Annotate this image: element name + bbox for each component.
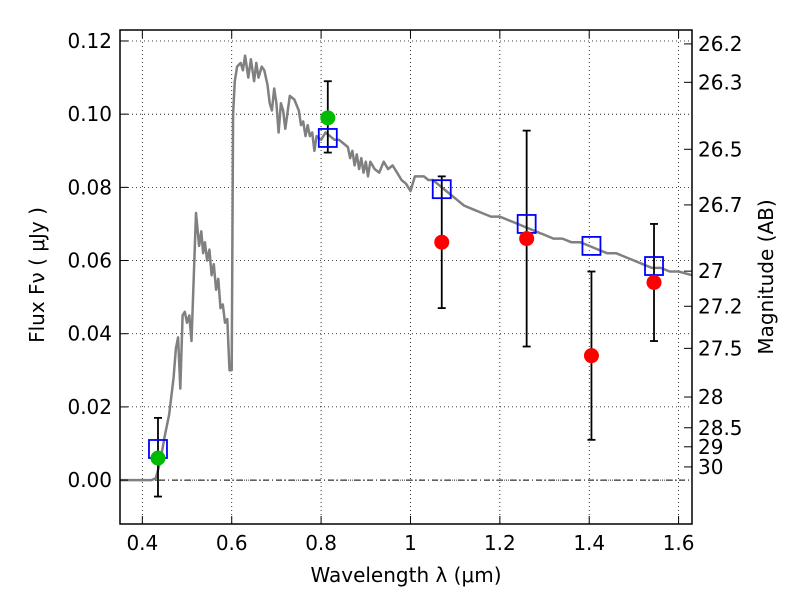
y-tick-label: 0.06 bbox=[67, 249, 112, 273]
green-detection-point bbox=[320, 110, 336, 126]
y-tick-label: 0.02 bbox=[67, 395, 112, 419]
red-observed-point bbox=[434, 234, 450, 250]
y2-tick-label: 28 bbox=[698, 385, 723, 409]
y-tick-label: 0.10 bbox=[67, 102, 112, 126]
x-tick-label: 1.6 bbox=[663, 531, 695, 555]
x-axis-ticks: 0.4 0.6 0.8 1 1.2 1.4 1.6 bbox=[126, 30, 695, 555]
y2-tick-label: 26.7 bbox=[698, 193, 743, 217]
x-tick-label: 1.4 bbox=[573, 531, 605, 555]
red-observed-point bbox=[646, 274, 662, 290]
y-axis-ticks: 0.00 0.02 0.04 0.06 0.08 0.10 0.12 bbox=[67, 29, 128, 492]
y2-tick-label: 26.2 bbox=[698, 32, 743, 56]
y-tick-label: 0.04 bbox=[67, 322, 112, 346]
markers-group bbox=[148, 110, 664, 466]
y-tick-label: 0.12 bbox=[67, 29, 112, 53]
model-band-square-marker bbox=[581, 235, 602, 256]
x-tick-label: 0.6 bbox=[216, 531, 248, 555]
plot-frame bbox=[119, 29, 693, 525]
y2-tick-label: 27.5 bbox=[698, 336, 743, 360]
model-band-square-marker bbox=[431, 179, 452, 200]
y-tick-label: 0.00 bbox=[67, 468, 112, 492]
red-observed-point bbox=[583, 348, 599, 364]
green-detection-point bbox=[150, 450, 166, 466]
x-tick-label: 0.4 bbox=[126, 531, 158, 555]
y2-tick-label: 27 bbox=[698, 259, 723, 283]
y-tick-label: 0.08 bbox=[67, 175, 112, 199]
model-sed-group bbox=[120, 54, 693, 482]
grid-lines bbox=[120, 30, 692, 524]
x-axis-label: Wavelength λ (μm) bbox=[310, 563, 501, 587]
x-tick-label: 0.8 bbox=[305, 531, 337, 555]
y2-tick-label: 26.5 bbox=[698, 137, 743, 161]
model-band-square-marker bbox=[317, 128, 338, 148]
y2-tick-label: 28.5 bbox=[698, 416, 743, 440]
y-axis-label: Flux Fν ( μJy ) bbox=[25, 207, 49, 343]
y2-tick-label: 26.3 bbox=[698, 70, 743, 94]
x-tick-label: 1 bbox=[404, 531, 417, 555]
y2-tick-label: 27.2 bbox=[698, 294, 743, 318]
y2-tick-label: 30 bbox=[698, 455, 723, 479]
red-observed-point bbox=[519, 231, 535, 247]
x-tick-label: 1.2 bbox=[484, 531, 516, 555]
y2-tick-label: 29 bbox=[698, 435, 723, 459]
model-sed-line bbox=[120, 54, 693, 482]
y2-axis-label: Magnitude (AB) bbox=[754, 199, 778, 354]
